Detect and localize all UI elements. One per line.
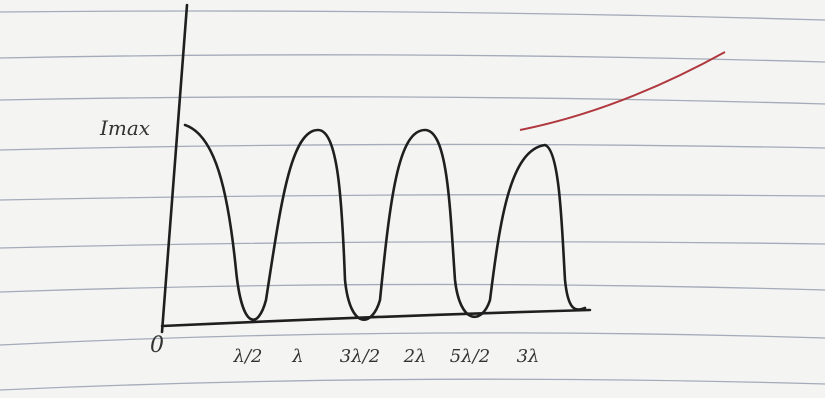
x-label: 3λ [517,346,540,367]
origin-label: 0 [150,333,164,358]
x-label: λ [291,346,303,367]
sketch: Imax 0 λ/2 λ 3λ/2 2λ 5λ/2 3λ [0,0,825,398]
page: Imax 0 λ/2λ3λ/22λ5λ/23λ (() => { const d… [0,0,825,398]
y-label: Imax [99,116,150,140]
x-label: 3λ/2 [340,346,380,367]
x-label: λ/2 [233,346,263,367]
x-label: 2λ [403,346,427,367]
paper [0,0,825,398]
x-label: 5λ/2 [450,346,490,367]
